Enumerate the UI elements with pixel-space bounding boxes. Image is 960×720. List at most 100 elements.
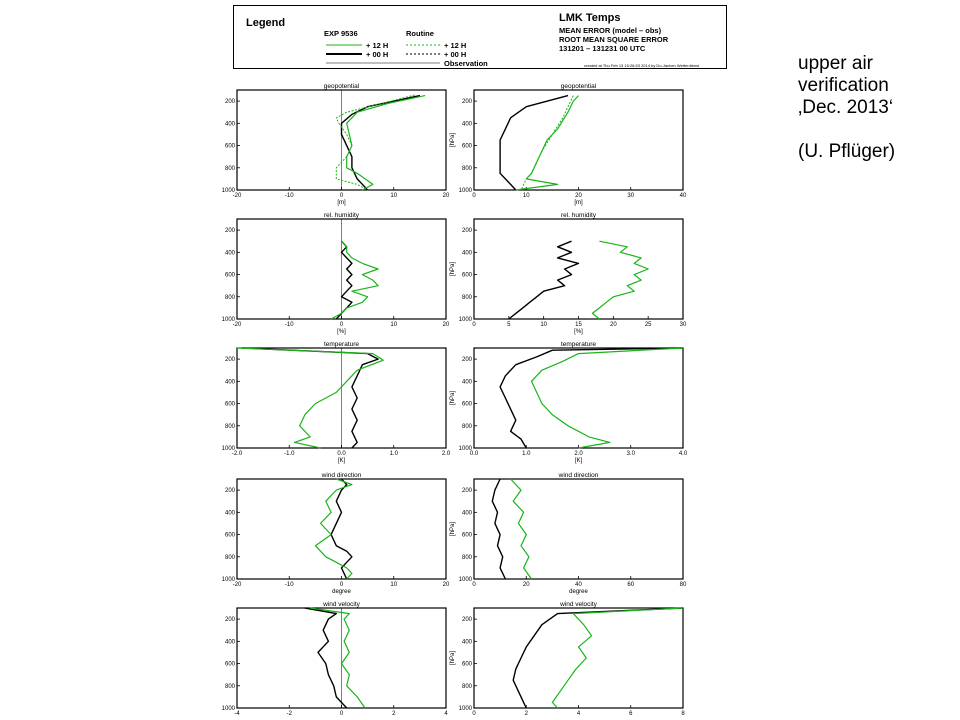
x-axis-label: [%] xyxy=(574,329,583,335)
series-line-00h xyxy=(304,607,348,709)
series-line-12h xyxy=(330,240,379,320)
x-tick-label: 2 xyxy=(525,711,529,717)
x-tick-label: 15 xyxy=(575,322,582,328)
series-line-12h xyxy=(236,347,384,449)
y-tick-label: 200 xyxy=(462,357,473,363)
panel-title: geopotential xyxy=(324,83,360,90)
x-tick-label: -10 xyxy=(285,322,294,328)
series-line-12h xyxy=(591,240,649,320)
chart-panel-10: wind velocity 0 2 4 6 8 200 400 600 800 1000 [hPa] xyxy=(450,601,685,717)
x-tick-label: 4.0 xyxy=(679,451,688,457)
y-tick-label: 400 xyxy=(225,121,236,127)
y-tick-label: 200 xyxy=(225,488,236,494)
side-note-line-2: verification xyxy=(798,75,889,96)
y-tick-label: 600 xyxy=(225,273,236,279)
panel-title: temperature xyxy=(561,341,596,348)
x-axis-label: [m] xyxy=(337,200,346,206)
panel-title: wind direction xyxy=(321,472,362,479)
y-tick-label: 200 xyxy=(462,617,473,623)
y-tick-label: 800 xyxy=(462,424,473,430)
x-tick-label: -10 xyxy=(285,193,294,199)
x-tick-label: 3.0 xyxy=(627,451,636,457)
x-tick-label: -20 xyxy=(233,193,242,199)
x-axis-label: [K] xyxy=(338,458,346,464)
x-tick-label: 0.0 xyxy=(470,451,479,457)
x-tick-label: 20 xyxy=(443,193,450,199)
y-tick-label: 1000 xyxy=(459,317,473,323)
legend-routine-00: + 00 H xyxy=(444,50,466,59)
legend-observation: Observation xyxy=(444,59,488,68)
y-tick-label: 200 xyxy=(225,99,236,105)
x-tick-label: 60 xyxy=(627,582,634,588)
y-tick-label: 400 xyxy=(462,121,473,127)
series-line-00h xyxy=(499,347,684,449)
plot-frame xyxy=(473,89,684,191)
series-line-12h xyxy=(530,347,684,449)
chart-panel-8: wind direction 0 20 40 60 80 degree 200 400 600 80… xyxy=(450,472,687,595)
legend-routine-12: + 12 H xyxy=(444,41,466,50)
x-tick-label: 2.0 xyxy=(574,451,583,457)
legend-line-rmse: ROOT MEAN SQUARE ERROR xyxy=(559,35,669,44)
side-note-line-1: upper air xyxy=(798,53,873,74)
legend-graphic: Legend EXP 9536 Routine + 12 H + 12 H + … xyxy=(246,12,700,68)
y-tick-label: 1000 xyxy=(459,188,473,194)
legend-line-period: 131201 – 131231 00 UTC xyxy=(559,44,646,53)
y-tick-label: 400 xyxy=(225,639,236,645)
series-line-00h xyxy=(508,240,580,320)
x-tick-label: -20 xyxy=(233,582,242,588)
y-tick-label: 800 xyxy=(462,166,473,172)
y-axis-label: [hPa] xyxy=(450,133,456,147)
x-axis-label: [K] xyxy=(575,458,583,464)
side-note-spacer xyxy=(798,119,958,141)
x-tick-label: 10 xyxy=(390,193,397,199)
plot-frame xyxy=(473,478,684,580)
y-axis-label: [hPa] xyxy=(450,391,456,405)
x-tick-label: 1.0 xyxy=(390,451,399,457)
chart-panel-9: wind velocity -4 -2 0 2 4 200 400 600 800 1000 xyxy=(222,601,449,717)
x-tick-label: 80 xyxy=(680,582,687,588)
y-tick-label: 400 xyxy=(462,639,473,645)
x-tick-label: 30 xyxy=(627,193,634,199)
y-tick-label: 600 xyxy=(462,273,473,279)
series-line-12h xyxy=(510,478,532,580)
x-tick-label: 40 xyxy=(575,582,582,588)
y-tick-label: 800 xyxy=(462,295,473,301)
y-tick-label: 1000 xyxy=(459,446,473,452)
side-note-line-3: ‚Dec. 2013‘ xyxy=(798,97,894,118)
y-tick-label: 400 xyxy=(225,250,236,256)
y-tick-label: 200 xyxy=(225,617,236,623)
x-tick-label: 0 xyxy=(340,322,344,328)
x-tick-label: -1.0 xyxy=(284,451,295,457)
y-tick-label: 800 xyxy=(225,424,236,430)
series-line-routine-12h xyxy=(335,94,415,191)
chart-panel-2: geopotential 0 10 20 30 40 [m] 200 400 600 800 1000… xyxy=(450,83,687,206)
y-tick-label: 1000 xyxy=(459,577,473,583)
series-line-00h xyxy=(335,240,353,320)
y-tick-label: 800 xyxy=(225,166,236,172)
x-axis-label: degree xyxy=(569,589,588,595)
chart-panel-1: geopotential -20 -10 0 10 20 [m] 200 400 600 800 10… xyxy=(222,83,450,206)
legend-exp-label: EXP 9536 xyxy=(324,29,358,38)
y-tick-label: 200 xyxy=(225,357,236,363)
y-tick-label: 400 xyxy=(462,250,473,256)
x-tick-label: 20 xyxy=(575,193,582,199)
x-tick-label: 2.0 xyxy=(442,451,451,457)
y-tick-label: 600 xyxy=(225,662,236,668)
y-tick-label: 800 xyxy=(462,684,473,690)
y-tick-label: 400 xyxy=(462,510,473,516)
series-line-00h xyxy=(491,478,507,580)
panel-title: rel. humidity xyxy=(561,212,597,219)
y-tick-label: 800 xyxy=(225,295,236,301)
y-tick-label: 800 xyxy=(225,684,236,690)
x-tick-label: 4 xyxy=(444,711,448,717)
y-tick-label: 1000 xyxy=(459,706,473,712)
panel-title: wind velocity xyxy=(559,601,598,608)
panel-title: temperature xyxy=(324,341,359,348)
x-tick-label: -10 xyxy=(285,582,294,588)
x-tick-label: 20 xyxy=(523,582,530,588)
x-tick-label: 0 xyxy=(340,193,344,199)
panel-title: rel. humidity xyxy=(324,212,360,219)
x-tick-label: 40 xyxy=(680,193,687,199)
x-tick-label: 1.0 xyxy=(522,451,531,457)
x-tick-label: 0 xyxy=(340,582,344,588)
